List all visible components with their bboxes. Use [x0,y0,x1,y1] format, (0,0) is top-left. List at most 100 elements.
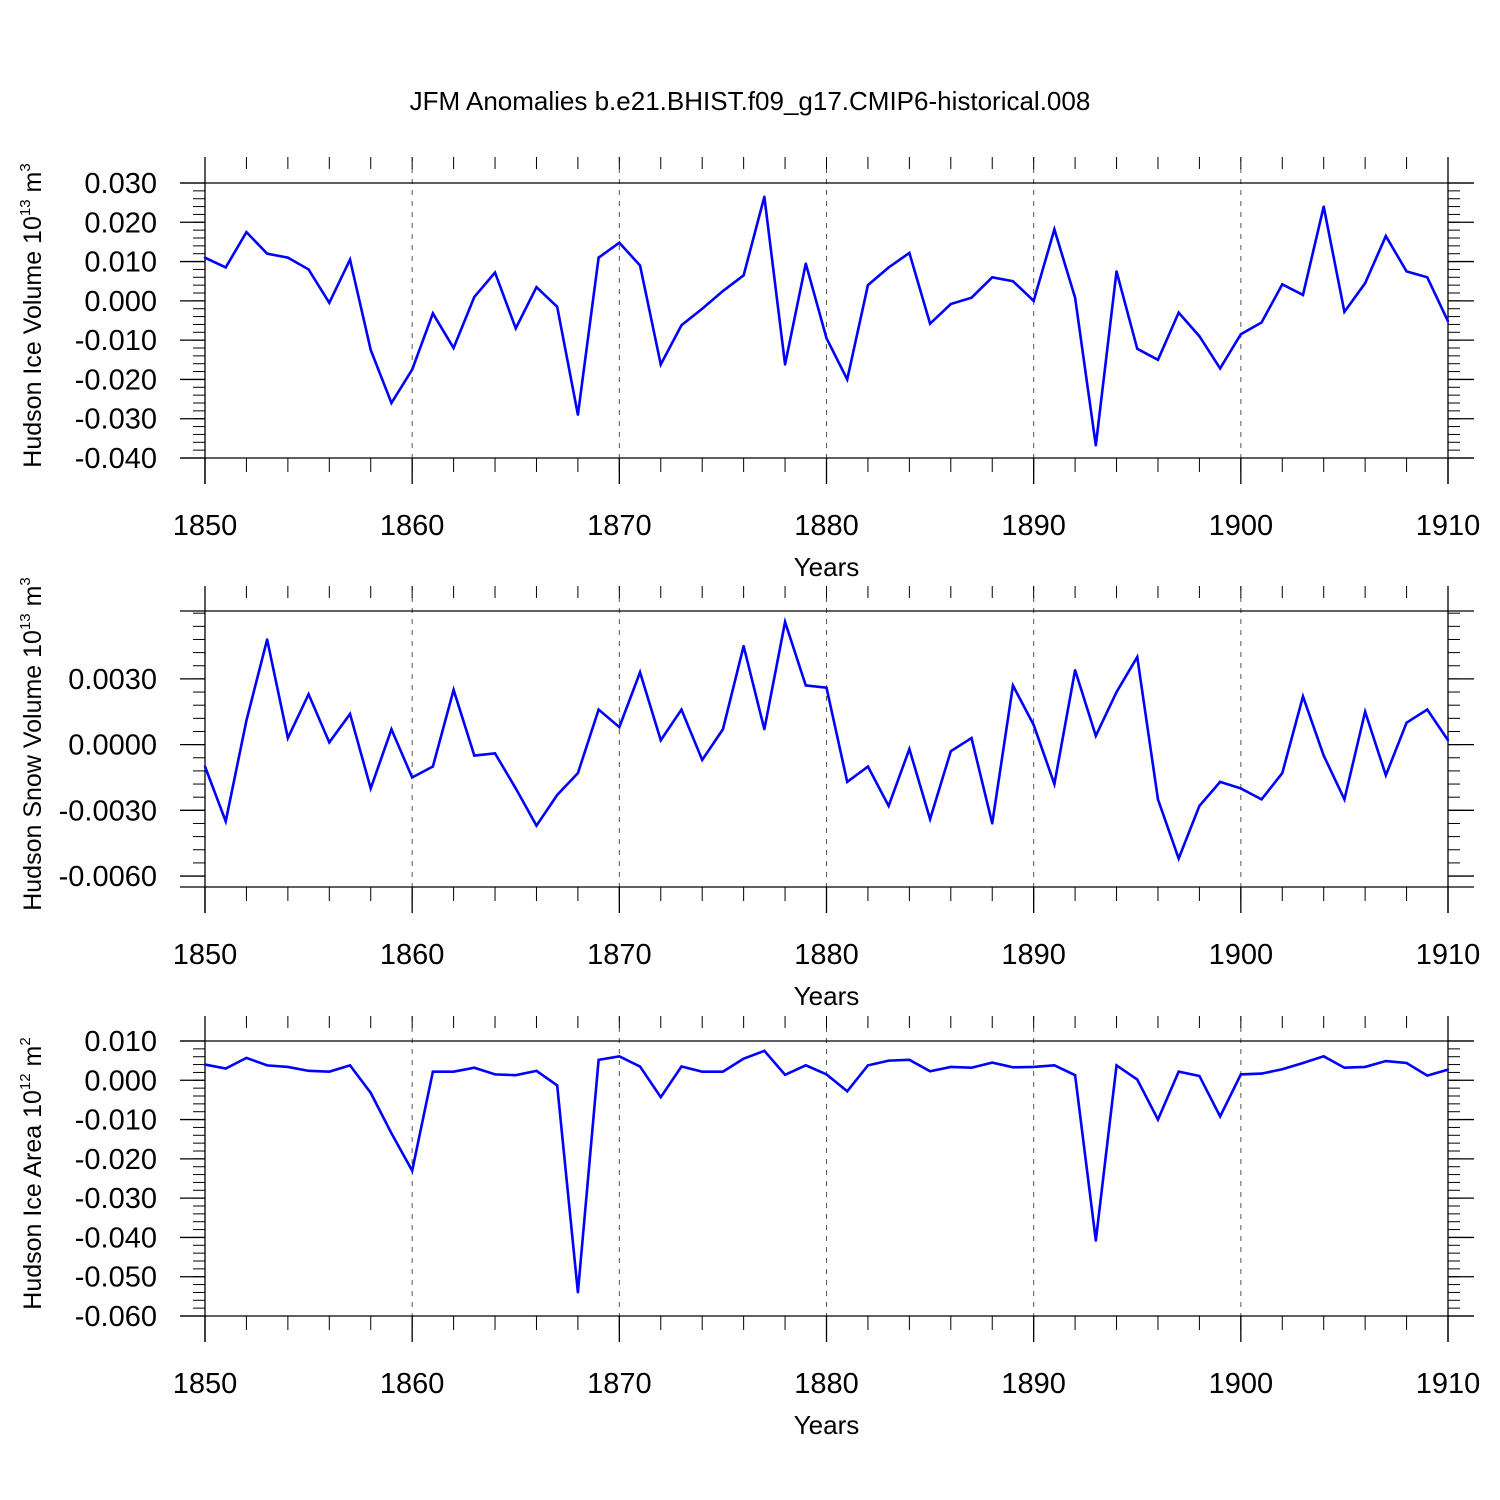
data-point [286,736,290,740]
x-tick-label: 1900 [1209,1368,1274,1400]
data-point [1426,276,1429,279]
data-point [991,1061,994,1064]
data-point [783,1073,787,1076]
chart-panel-1: 1850 1860 1870 1880 1890 1900 1910 Years 0.030 0.… [17,157,1480,582]
data-point [245,230,248,234]
x-tick-label: 1850 [173,1368,238,1400]
y-tick-label: -0.040 [75,443,157,475]
data-point [1198,335,1201,338]
y-axis-unit-suffix-exp: 3 [17,163,34,171]
data-point [1032,299,1035,303]
x-axis-label: Years [794,1410,860,1440]
data-point [576,771,580,775]
x-axis-label: Years [794,552,860,582]
x-tick-label: 1870 [587,1368,652,1400]
data-point [908,747,911,751]
data-point [348,1064,352,1067]
x-tick-label: 1910 [1416,510,1481,542]
data-point [1426,708,1429,711]
data-point [1405,270,1408,273]
y-tick-label: 0.0030 [68,664,157,696]
data-point [1073,1073,1077,1077]
data-point [1426,1074,1429,1077]
data-point [928,817,932,821]
data-point [763,195,766,198]
figure-title: JFM Anomalies b.e21.BHIST.f09_g17.CMIP6-… [410,86,1091,116]
data-point [991,822,994,825]
y-axis-label: Hudson Snow Volume 1013 m3 [17,577,47,911]
data-point [1156,358,1160,361]
x-tick-label: 1900 [1209,939,1274,971]
data-point [1177,1070,1180,1073]
data-point [1136,347,1139,350]
data-point [1363,281,1367,285]
y-tick-label: -0.020 [75,364,157,396]
y-axis-unit-base: 10 [19,216,47,244]
chart-panel-2: 1850 1860 1870 1880 1890 1900 1910 Years 0.0030 0… [17,577,1480,1011]
y-tick-label: -0.030 [75,404,157,436]
data-point [804,684,807,687]
data-point [1136,655,1139,659]
data-point [514,787,517,790]
data-point [245,1056,248,1060]
data-point [928,322,932,325]
data-point [928,1070,932,1073]
data-point [348,712,352,716]
data-point [431,1070,435,1073]
data-point [1322,1055,1325,1058]
data-point [410,776,414,779]
data-point [949,1065,952,1069]
x-tick-label: 1880 [794,939,859,971]
data-point [1281,771,1284,775]
data-point [1260,321,1263,324]
data-point [493,752,497,755]
data-point [866,765,870,768]
data-point [1218,1115,1222,1118]
y-axis-unit-base: 10 [19,1090,47,1118]
y-tick-label: -0.0030 [59,795,157,827]
data-point [576,413,580,416]
data-point [887,804,890,808]
data-point [473,1066,476,1069]
data-point [1198,1074,1201,1078]
data-point [286,1065,290,1069]
y-axis-label: Hudson Ice Area 1012 m2 [17,1037,47,1309]
data-point [846,780,849,784]
data-point [286,256,290,259]
data-point [369,1091,372,1095]
data-point [970,296,973,299]
data-point [1384,1059,1388,1063]
data-point [390,401,393,405]
data-point [1053,1064,1056,1067]
y-tick-label: -0.030 [75,1183,157,1215]
data-point [390,728,393,731]
data-point [1094,734,1098,738]
data-point [328,301,331,305]
x-tick-label: 1890 [1001,510,1066,542]
y-tick-label: -0.020 [75,1144,157,1176]
data-point [1073,668,1077,672]
data-point [1343,1066,1346,1069]
data-point [1115,690,1118,694]
y-axis-unit-suffix: m [19,1046,47,1074]
x-axis-label: Years [794,981,860,1011]
data-point [618,1055,621,1058]
data-point [265,638,269,641]
x-tick-label: 1870 [587,939,652,971]
data-point [514,1073,517,1077]
data-point [1301,293,1305,297]
data-point [1322,754,1325,757]
data-point [804,262,807,265]
y-axis-label: Hudson Ice Volume 1013 m3 [17,163,47,467]
y-tick-label: -0.0060 [59,861,157,893]
data-point [1115,1064,1118,1067]
y-tick-label: -0.050 [75,1262,157,1294]
data-point [1198,804,1201,808]
data-point [1218,780,1222,784]
data-point [783,620,787,624]
data-point [1115,270,1118,273]
data-point [618,241,621,244]
data-point [680,708,683,711]
data-point [224,1067,227,1070]
